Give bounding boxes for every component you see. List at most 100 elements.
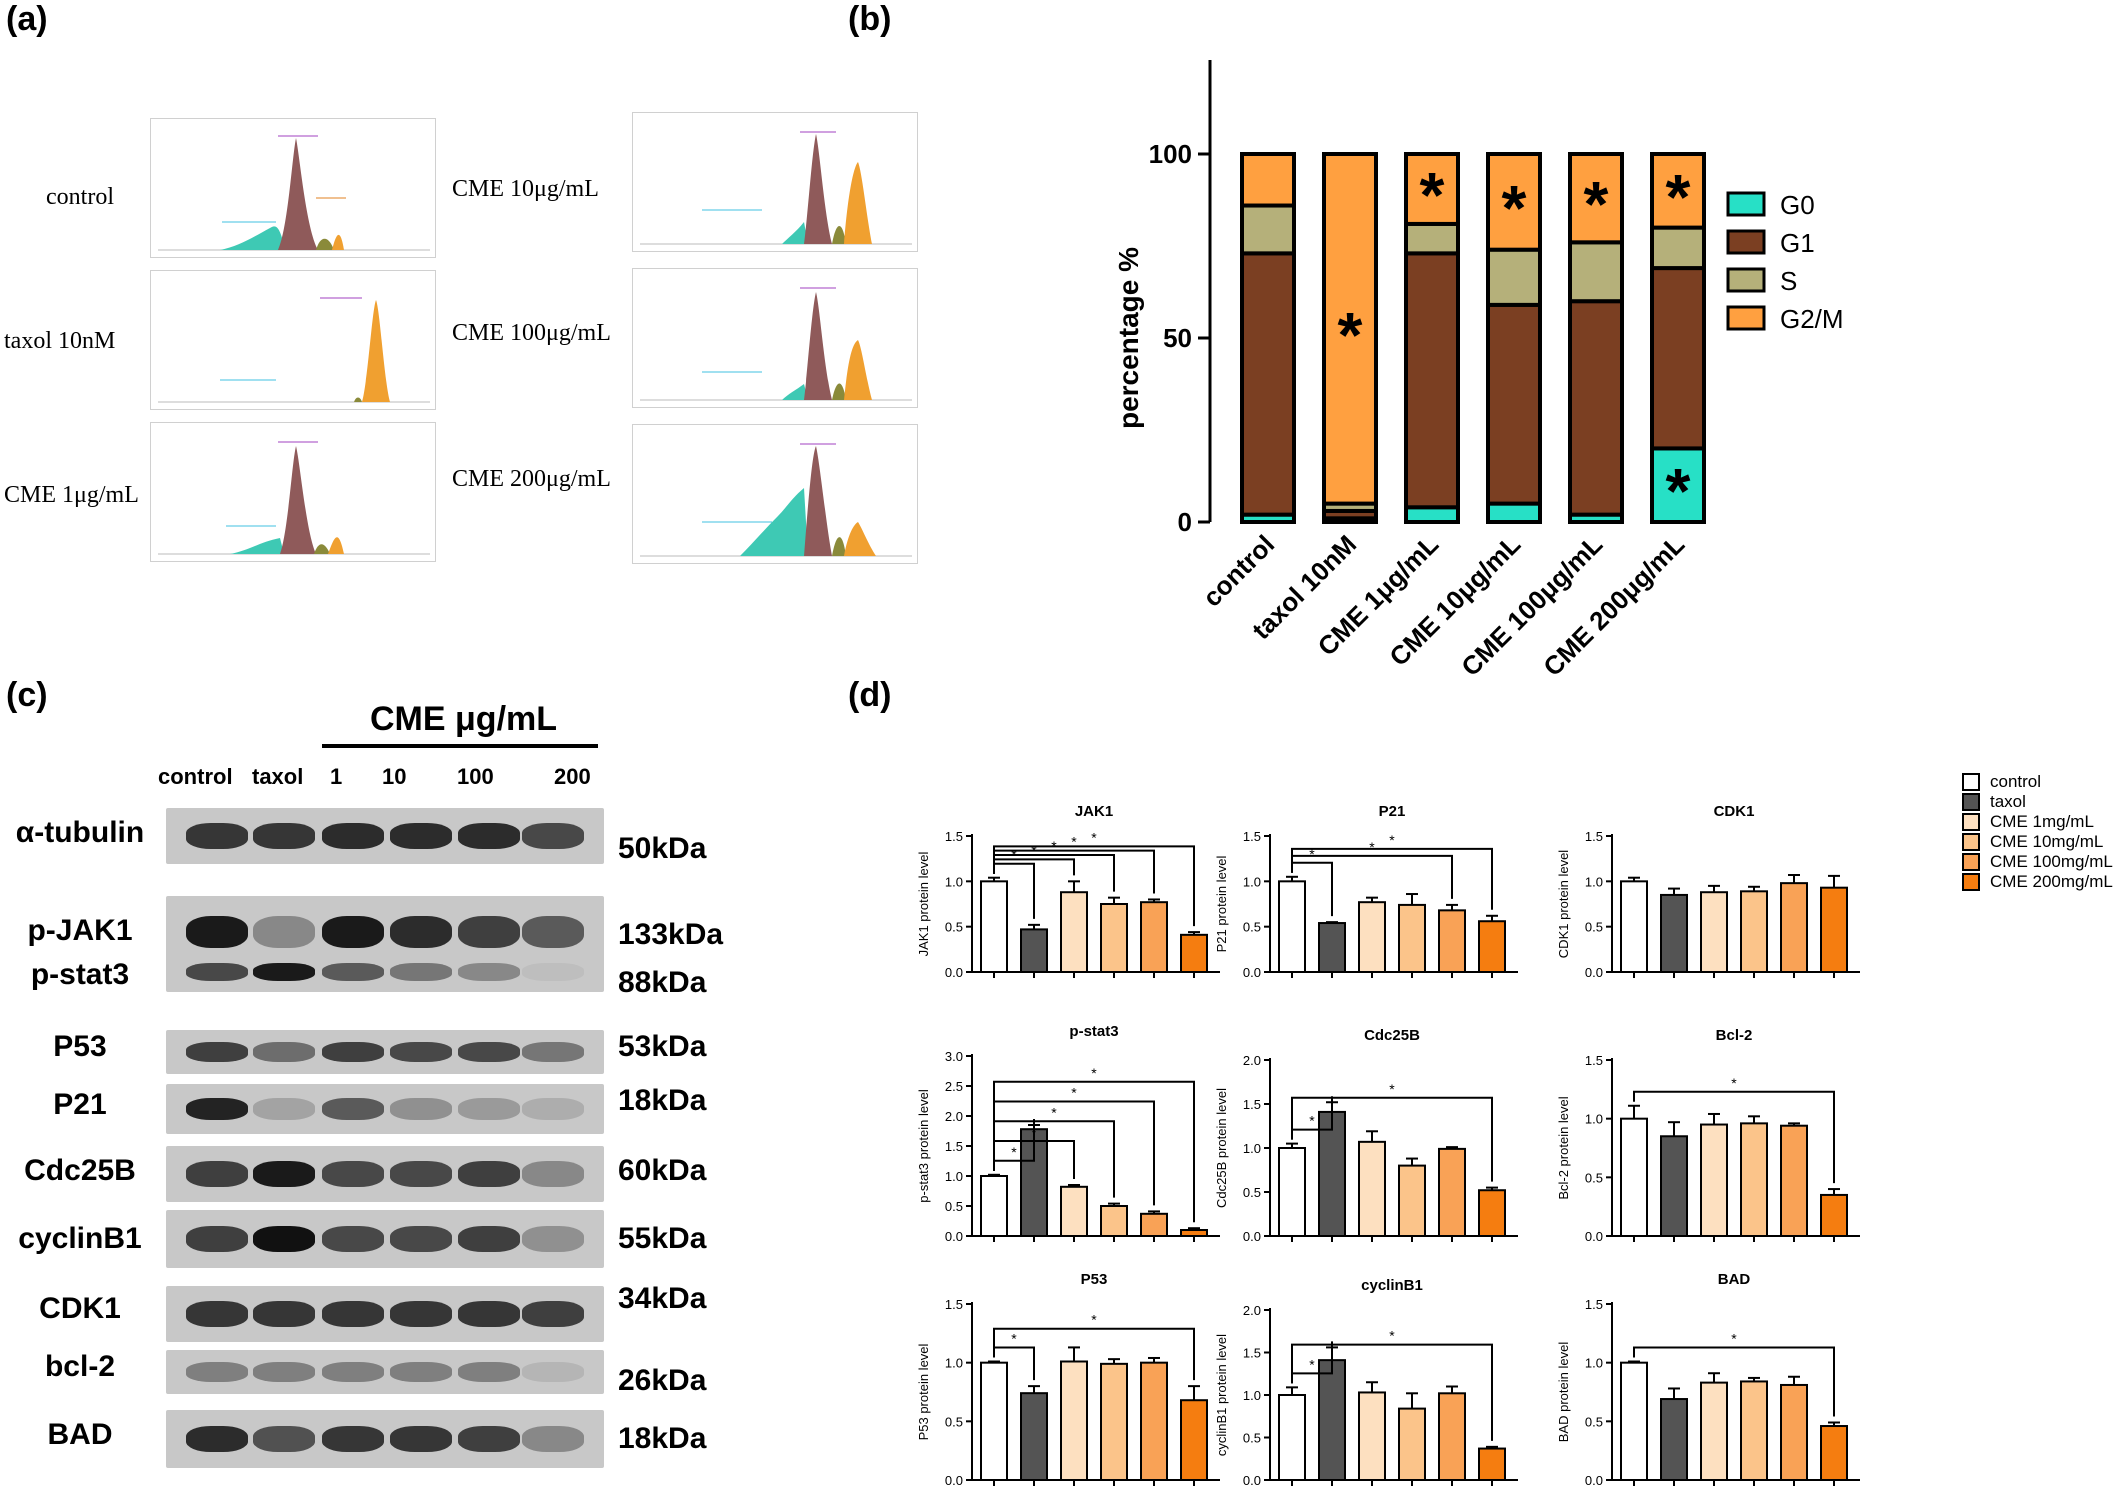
- legend-d: control taxol CME 1mg/mL CME 10mg/mL CME 100…: [1962, 772, 2113, 892]
- bar: [1620, 880, 1648, 973]
- bar: [1358, 1140, 1386, 1237]
- bar-g1-0: [1240, 251, 1296, 517]
- wb-band: [186, 915, 248, 949]
- significance-bracket: [1291, 1343, 1493, 1441]
- significance-star: *: [1389, 832, 1395, 848]
- wb-band: [390, 1362, 452, 1382]
- g1-peak: [804, 446, 832, 556]
- bar: [1438, 1392, 1466, 1481]
- wb-kda-label: 53kDa: [618, 1030, 707, 1063]
- y-tick-label: 0.5: [945, 1199, 963, 1214]
- y-tick-label: 2.5: [945, 1079, 963, 1094]
- legend-d-label: taxol: [1990, 792, 2026, 811]
- wb-band: [522, 963, 584, 981]
- protein-chart-bcl-2: 0.0 0.5 1.0 1.5 Bcl-2 protein level * Bcl-2: [1556, 1027, 1860, 1244]
- chart-title: cyclinB1: [1361, 1277, 1423, 1294]
- bar: [1820, 1425, 1848, 1482]
- wb-band: [458, 1161, 520, 1187]
- bar-g1-5: [1650, 266, 1706, 451]
- significance-star: *: [1369, 839, 1375, 855]
- y-tick-label: 0.0: [1585, 1473, 1603, 1486]
- s-peak: [354, 397, 362, 402]
- wb-kda-label: 18kDa: [618, 1422, 707, 1455]
- wb-lane-label: 1: [330, 764, 343, 789]
- g1-peak: [804, 134, 832, 244]
- y-tick-label: 0.0: [1243, 965, 1261, 980]
- wb-band: [322, 1362, 384, 1382]
- wb-row-label: p-JAK1: [27, 914, 133, 947]
- flow-histogram-cme1: [150, 422, 436, 562]
- wb-blot-0: [166, 808, 604, 864]
- wb-band: [522, 1425, 584, 1453]
- wb-band: [322, 1161, 384, 1187]
- y-tick-label: 0: [1178, 507, 1192, 537]
- g2m-peak: [844, 340, 872, 400]
- bar: [1478, 1447, 1506, 1481]
- wb-blot-5: [166, 1146, 604, 1202]
- bar-g0-3: [1486, 501, 1542, 525]
- wb-blot-6: [166, 1210, 604, 1268]
- y-tick-label: 1.0: [1585, 1356, 1603, 1371]
- bar: [1780, 1383, 1808, 1482]
- bar: [1740, 890, 1768, 974]
- bar: [1700, 1123, 1728, 1237]
- legend-d-label: CME 200mg/mL: [1990, 872, 2113, 891]
- g2m-peak: [332, 234, 344, 250]
- y-axis-label: P53 protein level: [916, 1343, 931, 1440]
- bar: [1660, 1135, 1688, 1237]
- chart-title: p-stat3: [1069, 1023, 1118, 1040]
- y-tick-label: 0.5: [1243, 1185, 1261, 1200]
- significance-star: *: [1389, 1328, 1395, 1344]
- bar: [1398, 903, 1426, 973]
- bar: [1278, 1394, 1306, 1481]
- wb-band: [322, 1301, 384, 1327]
- bar: [1358, 901, 1386, 973]
- x-tick-label: CME 100μg/mL: [1455, 529, 1608, 680]
- y-tick-label: 100: [1149, 139, 1192, 169]
- bar: [1020, 928, 1048, 974]
- y-axis-label: Bcl-2 protein level: [1556, 1096, 1571, 1199]
- significance-star: *: [1389, 1081, 1395, 1097]
- chart-title: BAD: [1718, 1271, 1751, 1288]
- wb-lane-label: 100: [457, 764, 494, 789]
- protein-chart-cyclinb1: 0.0 0.5 1.0 1.5 2.0 cyclinB1 protein level * * c…: [1214, 1277, 1518, 1486]
- legend-d-swatch: [1962, 773, 1980, 791]
- wb-band: [253, 1161, 315, 1187]
- y-tick-label: 0.0: [1585, 965, 1603, 980]
- y-tick-label: 0.5: [945, 1414, 963, 1429]
- wb-row-label: CDK1: [39, 1292, 121, 1325]
- wb-band: [522, 1161, 584, 1187]
- y-tick-label: 1.5: [945, 1297, 963, 1312]
- significance-star: *: [1731, 1330, 1737, 1346]
- bar: [1478, 920, 1506, 974]
- y-tick-label: 1.0: [945, 1356, 963, 1371]
- wb-band: [253, 1425, 315, 1453]
- flow-histogram-cme100: [632, 268, 918, 408]
- wb-group-underline: [322, 744, 598, 748]
- bar-g2m-1: [1322, 152, 1378, 506]
- wb-band: [186, 823, 248, 849]
- bar-g2m-2: [1404, 152, 1460, 226]
- wb-band: [390, 823, 452, 849]
- protein-level-charts: 0.0 0.5 1.0 1.5 JAK1 protein level * * * * * JAK1 0…: [916, 803, 1860, 1486]
- y-tick-label: 0.5: [1243, 920, 1261, 935]
- wb-band: [458, 1225, 520, 1253]
- x-tick-label: control: [1197, 529, 1281, 613]
- legend-d-swatch: [1962, 813, 1980, 831]
- bar: [1318, 1110, 1346, 1238]
- wb-band: [186, 1425, 248, 1453]
- significance-star: *: [1071, 834, 1077, 850]
- wb-band: [522, 1301, 584, 1327]
- wb-row-label: cyclinB1: [18, 1222, 142, 1255]
- wb-band: [390, 1097, 452, 1121]
- significance-star: *: [1011, 1144, 1017, 1160]
- y-tick-label: 0.5: [1585, 1414, 1603, 1429]
- chart-title: Cdc25B: [1364, 1027, 1420, 1044]
- significance-star: *: [1338, 299, 1363, 371]
- y-axis-label: cyclinB1 protein level: [1214, 1334, 1229, 1456]
- x-tick-label: CME 200μg/mL: [1537, 529, 1690, 680]
- bar: [1060, 1185, 1088, 1237]
- significance-star: *: [1666, 161, 1691, 233]
- y-tick-label: 2.0: [1243, 1303, 1261, 1318]
